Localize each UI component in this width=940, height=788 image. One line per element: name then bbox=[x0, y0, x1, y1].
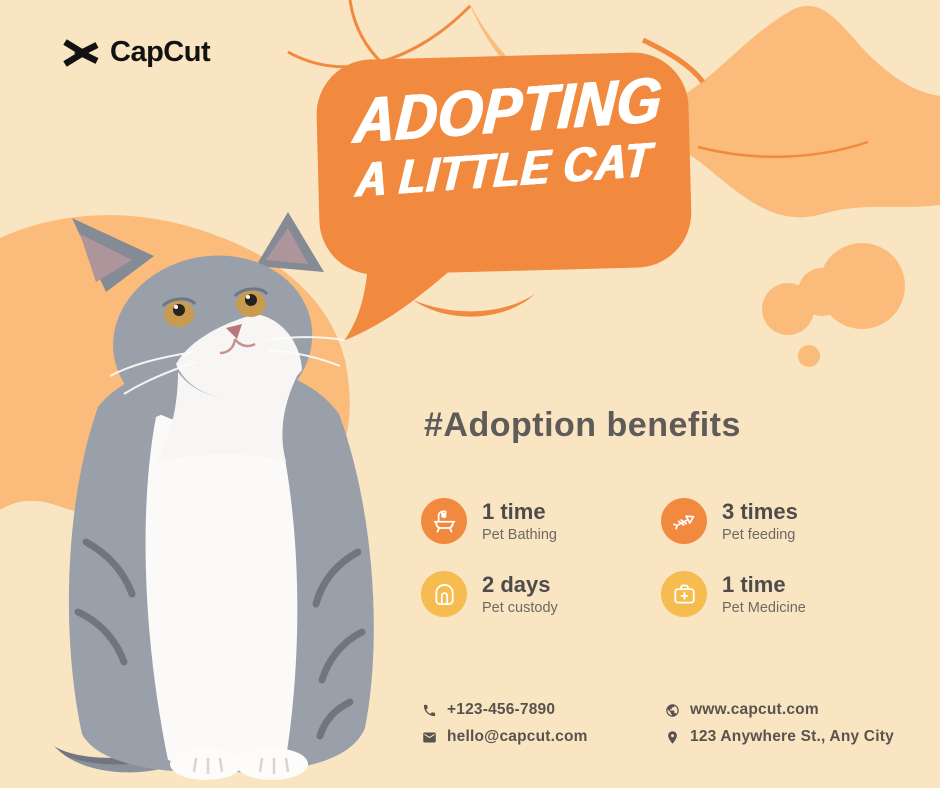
cat-eyes bbox=[161, 287, 269, 327]
benefit-pet-bathing: 1 time Pet Bathing bbox=[421, 498, 661, 544]
kitten-photo bbox=[54, 212, 374, 780]
blob-top-right bbox=[468, 0, 940, 218]
benefit-value: 2 days bbox=[482, 572, 551, 598]
email-address: hello@capcut.com bbox=[447, 728, 588, 745]
thought-bubble-circles bbox=[762, 243, 905, 367]
street-address: 123 Anywhere St., Any City bbox=[690, 728, 894, 745]
phone-number: +123-456-7890 bbox=[447, 701, 556, 718]
swoosh-under-bubble bbox=[413, 294, 535, 317]
speech-bubble-body bbox=[316, 52, 692, 275]
contact-address: 123 Anywhere St., Any City bbox=[665, 728, 922, 746]
bathtub-icon bbox=[421, 498, 467, 544]
cat-stripes bbox=[74, 538, 366, 740]
contact-website: www.capcut.com bbox=[665, 701, 922, 719]
benefit-value: 1 time bbox=[482, 499, 546, 525]
benefit-pet-medicine: 1 time Pet Medicine bbox=[661, 571, 901, 617]
cat-ear-right-inner bbox=[266, 228, 308, 264]
speech-bubble bbox=[316, 52, 692, 341]
capcut-logo-icon bbox=[63, 38, 99, 67]
website-url: www.capcut.com bbox=[690, 701, 819, 718]
phone-icon bbox=[423, 704, 436, 716]
contact-email: hello@capcut.com bbox=[422, 728, 665, 746]
cat-whiskers bbox=[109, 336, 345, 395]
location-pin-icon bbox=[668, 730, 677, 744]
contact-section: +123-456-7890 hello@capcut.com www.capcu… bbox=[422, 701, 922, 746]
cat-chin bbox=[156, 372, 298, 462]
cat-mouth bbox=[219, 338, 256, 355]
contact-phone: +123-456-7890 bbox=[422, 701, 665, 719]
cat-nose bbox=[226, 324, 242, 339]
benefit-pet-feeding: 3 times Pet feeding bbox=[661, 498, 901, 544]
capcut-logo-text: CapCut bbox=[110, 36, 211, 68]
benefit-label: Pet Bathing bbox=[482, 526, 557, 543]
globe-icon bbox=[666, 703, 679, 717]
benefit-value: 3 times bbox=[722, 499, 798, 525]
medicine-kit-icon bbox=[661, 571, 707, 617]
speech-bubble-tail bbox=[344, 259, 457, 341]
pet-house-icon bbox=[421, 571, 467, 617]
benefit-label: Pet custody bbox=[482, 599, 558, 616]
benefit-label: Pet Medicine bbox=[722, 599, 806, 616]
cat-muzzle bbox=[176, 314, 302, 400]
benefit-pet-custody: 2 days Pet custody bbox=[421, 571, 661, 617]
benefits-heading: #Adoption benefits bbox=[424, 406, 741, 444]
envelope-icon bbox=[423, 732, 436, 742]
benefit-label: Pet feeding bbox=[722, 526, 796, 543]
contact-col-right: www.capcut.com 123 Anywhere St., Any Cit… bbox=[665, 701, 922, 746]
capcut-logo: CapCut bbox=[62, 36, 211, 69]
contact-col-left: +123-456-7890 hello@capcut.com bbox=[422, 701, 665, 746]
benefits-grid: 1 time Pet Bathing 3 times Pet feeding bbox=[421, 498, 921, 617]
cat-chest bbox=[145, 404, 298, 769]
benefit-value: 1 time bbox=[722, 572, 786, 598]
cat-ear-left-inner bbox=[80, 234, 132, 282]
cat-paws bbox=[170, 682, 308, 780]
fishbone-icon bbox=[661, 498, 707, 544]
